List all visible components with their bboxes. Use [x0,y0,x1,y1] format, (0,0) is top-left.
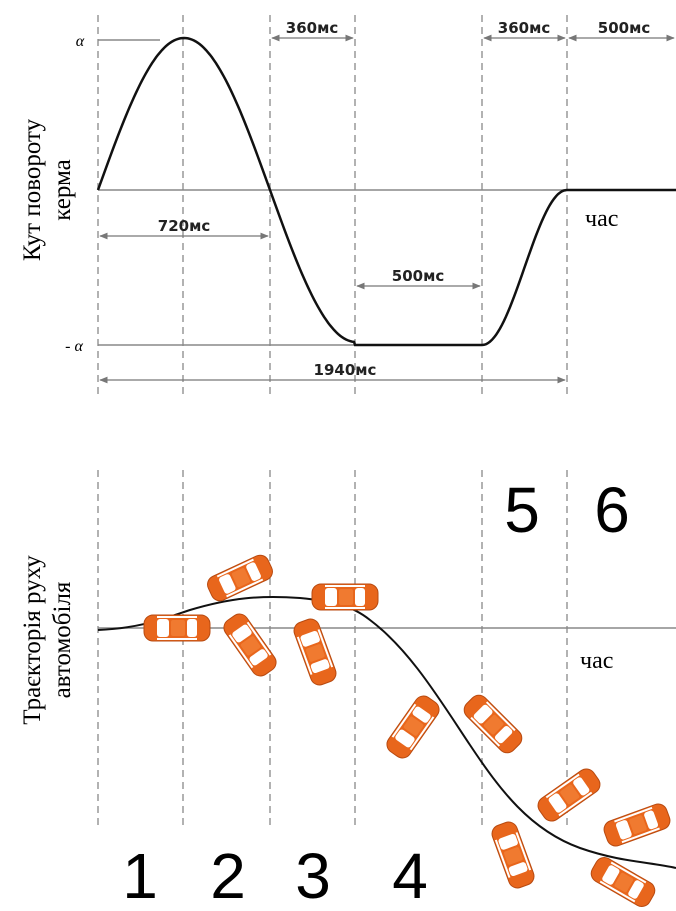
y-label-line: автомобіля [49,581,76,698]
minus-alpha-label: - α [65,338,83,355]
phase-number: 6 [594,474,630,546]
time-label: час [580,648,613,674]
car [205,552,276,603]
guides [98,15,567,830]
phase-number: 4 [392,840,428,911]
dim-label: 500мс [598,19,650,37]
car [489,820,536,891]
car [535,765,604,824]
phase-number: 1 [122,840,158,911]
diagram: α - α час 360мс 360мс 500мс 720мс 500мс … [0,0,676,911]
car [383,693,442,762]
alpha-label: α [76,33,85,50]
y-label-line: керма [49,159,76,221]
dim-label: 1940мс [314,361,377,379]
phase-number: 5 [504,474,540,546]
dim-label: 360мс [286,19,338,37]
time-label: час [585,206,618,232]
car [144,615,210,641]
dim-label: 720мс [158,217,210,235]
car [291,617,338,688]
y-label: Траєкторія руху автомобіля [19,555,76,725]
car [312,584,378,610]
car [602,801,673,848]
phase-number: 2 [210,840,246,911]
dim-label: 500мс [392,267,444,285]
y-label-line: Траєкторія руху [19,555,46,725]
y-label: Кут повороту керма [19,118,76,261]
dim-label: 360мс [498,19,550,37]
y-label-line: Кут повороту [19,118,46,261]
phase-number: 3 [295,840,331,911]
steering-curve [98,38,676,345]
